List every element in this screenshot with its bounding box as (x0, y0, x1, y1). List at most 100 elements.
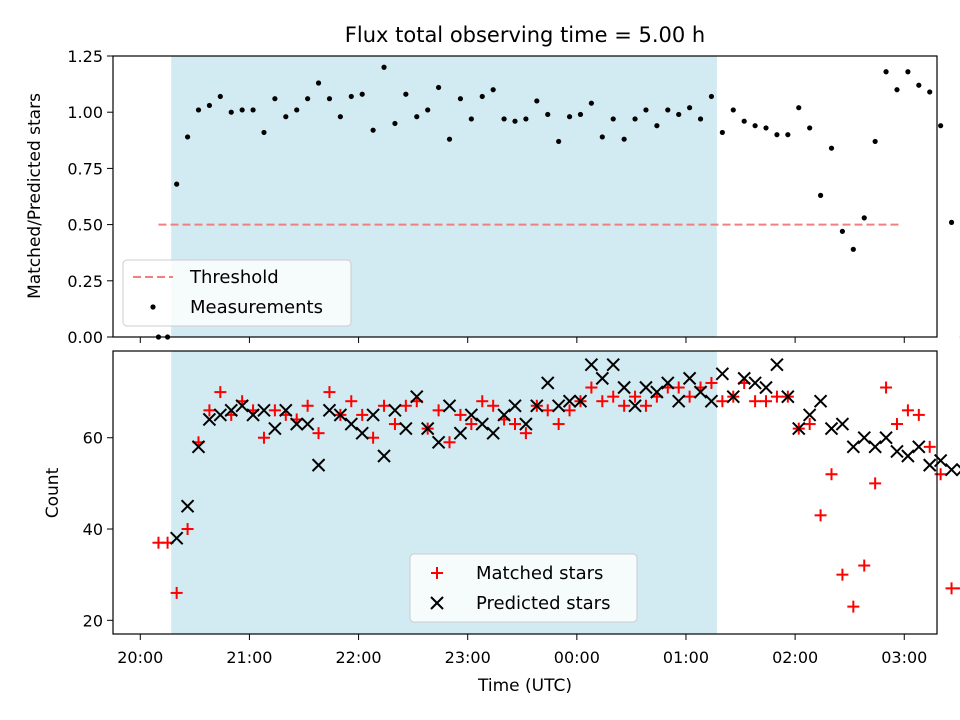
measurement-point (763, 125, 769, 131)
matched-star-point (749, 395, 762, 408)
measurement-point (861, 215, 867, 221)
matched-star-point (629, 390, 642, 403)
measurement-point (206, 102, 213, 109)
predicted-star-point (366, 408, 380, 422)
predicted-star-point (246, 408, 260, 422)
matched-star-point (214, 386, 227, 399)
predicted-star-point (322, 403, 337, 418)
measurement-point (665, 107, 671, 113)
measurement-point (828, 145, 835, 151)
x-tick-label: 21:00 (226, 648, 272, 667)
measurement-point (490, 87, 496, 93)
top-y-tick-label: 1.25 (67, 47, 103, 66)
bottom-y-axis: 20 40 60 (83, 429, 113, 630)
measurement-point (446, 136, 453, 142)
predicted-star-point (792, 421, 806, 436)
measurement-point (228, 109, 234, 115)
predicted-star-point (901, 449, 915, 463)
matched-star-point (552, 418, 565, 431)
top-y-tick-label: 0.25 (67, 272, 103, 291)
measurement-point (654, 123, 660, 129)
matched-star-point (923, 440, 936, 453)
measurement-point (687, 105, 693, 111)
predicted-star-point (530, 399, 544, 413)
predicted-star-point (191, 440, 206, 454)
matched-star-point (836, 568, 849, 581)
measurement-point (261, 129, 267, 136)
measurement-point (305, 96, 311, 102)
measurement-point (752, 123, 758, 129)
legend-predicted-marker (430, 596, 444, 610)
matched-star-point (367, 431, 380, 444)
predicted-star-point (224, 403, 238, 418)
bottom-panel: 20 40 60 20:00 21:00 22:00 23:00 00:00 01:00 02:… (43, 350, 960, 696)
matched-star-point (432, 404, 445, 417)
matched-star-point (301, 399, 314, 412)
matched-star-point (170, 586, 183, 599)
measurement-point (195, 107, 202, 113)
measurement-point (217, 93, 223, 100)
matched-star-point (901, 404, 914, 417)
legend-threshold-label: Threshold (189, 267, 279, 288)
measurement-point (883, 69, 889, 75)
measurement-point (435, 84, 442, 91)
top-x-axis (139, 337, 905, 343)
measurement-point (468, 116, 474, 122)
legend-measurements-label: Measurements (190, 297, 323, 318)
predicted-star-point (497, 408, 511, 422)
measurement-point (392, 120, 398, 127)
bottom-y-tick-label: 20 (83, 611, 103, 630)
matched-star-point (508, 418, 521, 431)
matched-star-point (454, 408, 467, 421)
matched-star-point (705, 376, 718, 389)
x-tick-label: 23:00 (445, 648, 491, 667)
predicted-star-point (693, 385, 708, 399)
predicted-star-point (442, 399, 457, 413)
measurement-point (730, 107, 736, 113)
predicted-star-point (617, 380, 631, 395)
measurement-point (523, 116, 529, 122)
predicted-star-point (879, 431, 893, 445)
measurement-point (807, 125, 813, 131)
measurement-point (381, 64, 387, 70)
bottom-y-axis-label: Count (43, 467, 63, 518)
predicted-star-point (180, 499, 195, 513)
predicted-star-point (257, 403, 271, 418)
legend-predicted-label: Predicted stars (476, 593, 610, 614)
matched-star-point (312, 427, 325, 440)
predicted-star-point (235, 399, 249, 413)
matched-star-point (912, 408, 925, 421)
matched-star-point (356, 408, 369, 421)
matched-star-point (639, 399, 652, 412)
matched-star-point (388, 418, 401, 431)
top-y-tick-label: 0.75 (67, 159, 103, 178)
bottom-legend-box (409, 553, 638, 623)
measurement-point (938, 123, 944, 129)
matched-star-point (880, 381, 893, 394)
predicted-star-point (715, 367, 730, 381)
predicted-star-point (169, 531, 184, 545)
matched-star-point (181, 523, 194, 536)
predicted-star-point (606, 357, 620, 372)
measurement-point (632, 116, 638, 122)
measurement-point (545, 111, 551, 118)
matched-star-point (596, 395, 609, 408)
predicted-star-point (650, 385, 664, 399)
predicted-star-point (355, 426, 369, 440)
predicted-star-point (541, 376, 555, 390)
predicted-star-point (595, 371, 610, 386)
x-tick-label: 03:00 (881, 648, 927, 667)
predicted-star-point (846, 440, 861, 454)
measurements-series (155, 64, 960, 340)
measurement-point (785, 132, 791, 138)
matched-star-point (803, 418, 816, 431)
predicted-star-point (748, 376, 762, 390)
predicted-star-point (453, 426, 468, 440)
bottom-x-axis: 20:00 21:00 22:00 23:00 00:00 01:00 02:00 03:00 (117, 634, 927, 667)
x-tick-label: 01:00 (663, 648, 709, 667)
predicted-star-point (464, 408, 479, 422)
predicted-star-point (944, 462, 959, 477)
predicted-star-point (661, 376, 675, 390)
measurement-point (588, 100, 594, 106)
